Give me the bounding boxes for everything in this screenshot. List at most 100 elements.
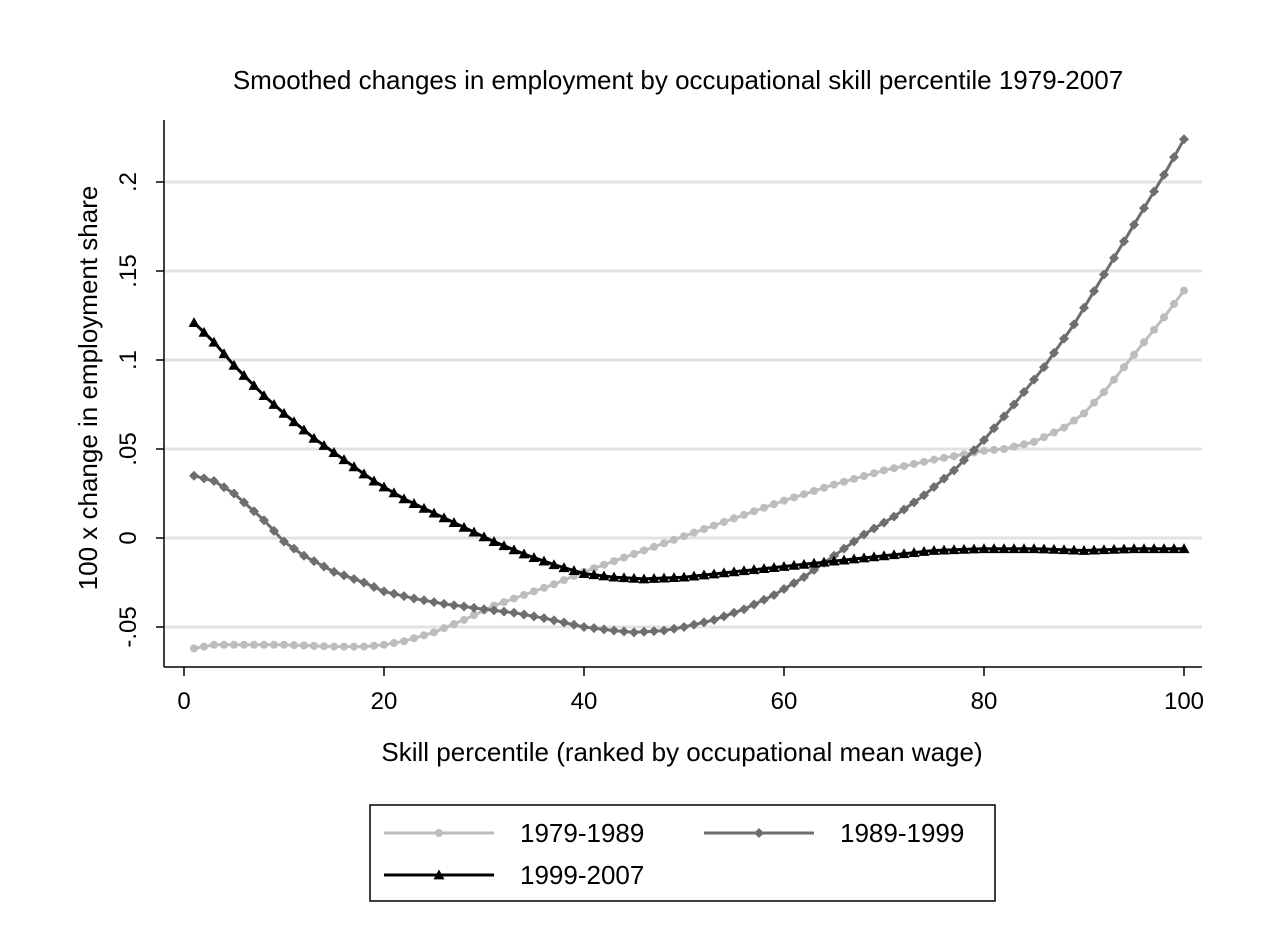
data-point [1148,543,1160,554]
data-point [589,623,599,634]
data-point [760,503,768,512]
data-point [859,529,869,540]
x-tick-label: 40 [571,688,598,715]
data-point [549,615,559,626]
data-point [869,523,879,534]
data-point [489,605,499,616]
data-point [488,536,500,546]
data-point [1108,543,1120,554]
data-point [790,493,798,502]
data-point [409,593,419,604]
data-point [938,544,950,555]
data-point [419,595,429,606]
data-point [550,580,558,589]
data-point [668,572,680,583]
data-point [1160,313,1168,322]
legend-item-1999-2007: 1999-2007 [384,860,644,890]
data-point [660,539,668,548]
data-point [900,462,908,471]
data-point [448,517,460,527]
data-point [998,543,1010,554]
data-point [1089,286,1099,297]
data-point [679,622,689,632]
data-point [910,459,918,468]
data-point [430,628,438,637]
data-point [669,623,679,634]
data-point [700,525,708,534]
data-point [808,557,820,568]
legend-marker [754,828,764,838]
data-point [659,625,669,636]
data-point [568,565,580,576]
data-point [479,604,489,615]
data-point [749,599,759,610]
data-point [439,598,449,609]
data-point [948,544,960,555]
data-point [468,526,480,537]
data-point [609,625,619,636]
data-point [1120,363,1128,372]
grid-lines [165,180,1202,629]
legend-marker [433,869,445,880]
data-point [1169,152,1179,163]
data-point [350,642,358,651]
y-tick-label: .15 [115,254,142,287]
data-point [330,642,338,651]
data-point [610,557,618,566]
data-point [1078,544,1090,555]
data-point [1099,269,1109,280]
data-point [529,611,539,622]
data-point [259,515,269,526]
x-tick-label: 20 [371,688,398,715]
data-point [868,551,880,562]
data-point [548,559,560,570]
data-point [579,622,589,632]
data-point [920,457,928,466]
data-point [849,536,859,547]
data-point [968,543,980,554]
data-point [1178,543,1190,554]
data-point [428,507,440,518]
data-point [518,548,530,559]
data-point [799,572,809,583]
data-point [299,550,309,561]
data-point [519,609,529,620]
data-point [1039,362,1049,373]
data-point [418,502,430,513]
data-point [718,567,730,578]
data-point [978,543,990,554]
data-point [1019,387,1029,398]
data-point [730,514,738,523]
data-point [308,432,320,443]
data-point [510,594,518,603]
data-point [1040,433,1048,442]
data-point [688,570,700,581]
y-tick-label: 0 [115,531,142,544]
data-point [638,573,650,584]
data-point [740,510,748,519]
legend-label: 1979-1989 [520,818,644,848]
data-point [598,570,610,581]
data-point [249,506,259,517]
data-point [1080,409,1088,418]
data-point [420,631,428,640]
data-point [379,586,389,597]
data-point [360,642,368,651]
data-point [1090,398,1098,407]
data-point [530,587,538,596]
data-point [678,571,690,582]
data-point [569,619,579,630]
data-point [198,326,210,337]
data-point [798,558,810,569]
data-point [979,435,989,446]
data-point [558,562,570,573]
data-point [630,550,638,559]
data-point [649,626,659,637]
data-point [1079,302,1089,313]
data-point [219,482,229,493]
data-point [1048,543,1060,554]
data-point [1068,544,1080,555]
data-point [689,619,699,630]
data-point [478,531,490,542]
data-point [988,543,1000,554]
